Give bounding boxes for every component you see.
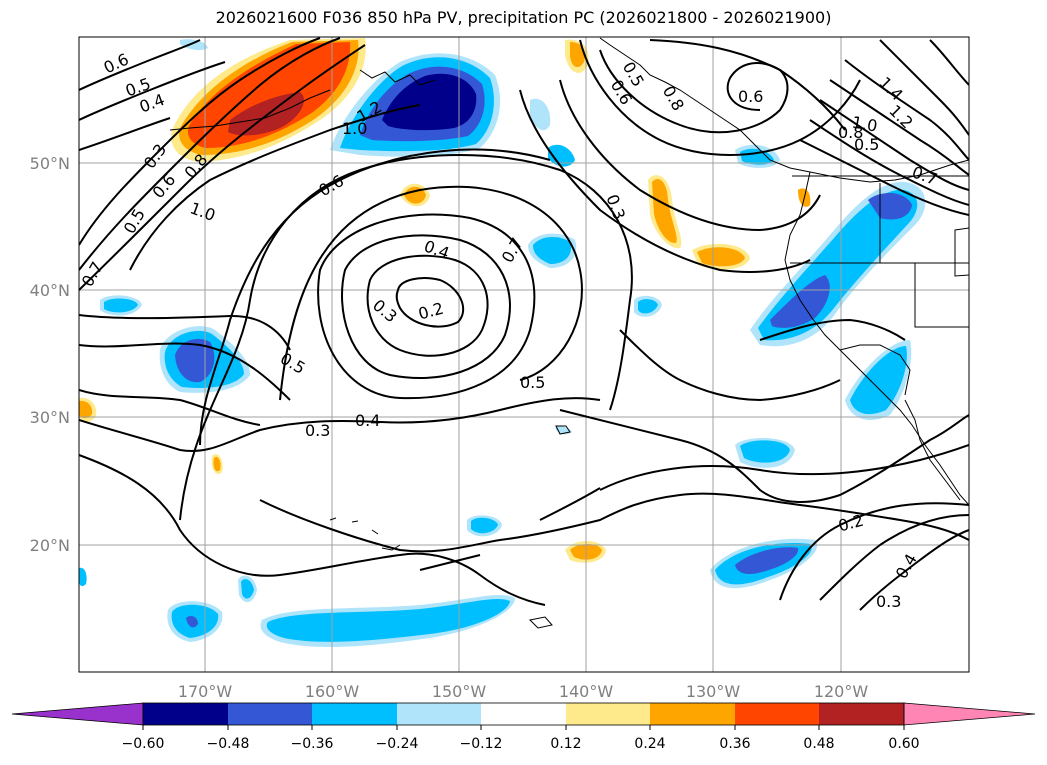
colorbar-tick-label: −0.48 <box>207 736 250 752</box>
colorbar-tick-label: −0.12 <box>460 736 503 752</box>
contour-label: 0.4 <box>355 411 380 430</box>
lon-label: 170°W <box>178 682 233 701</box>
precip-negative-region <box>104 298 138 313</box>
precip-negative-region <box>186 616 198 628</box>
precip-positive-region <box>697 247 745 267</box>
precip-negative-region <box>770 275 830 328</box>
coastlines <box>169 37 969 629</box>
precip-negative-region <box>740 440 790 463</box>
colorbar-extend-min <box>11 702 144 726</box>
precip-positive-region <box>228 92 304 136</box>
precip-positive-region <box>404 186 426 204</box>
precip-positive-region <box>652 179 677 244</box>
colorbar-bin <box>397 703 481 725</box>
map-frame <box>78 36 970 673</box>
colorbar-tick-label: 0.24 <box>634 736 665 752</box>
lat-axis-labels: 50°N 40°N 30°N 20°N <box>30 154 70 555</box>
pv-contours <box>79 37 969 611</box>
contour-label: 1.0 <box>342 119 367 138</box>
precip-negative-region <box>850 346 907 415</box>
colorbar-tick-label: 0.36 <box>719 736 750 752</box>
contour-label: 0.6 <box>738 87 763 106</box>
colorbar-bin <box>228 703 312 725</box>
colorbar-tick-label: 0.60 <box>888 736 919 752</box>
colorbar-tick-label: 0.48 <box>803 736 834 752</box>
lat-label: 40°N <box>30 281 70 300</box>
colorbar-tick-label: 0.12 <box>550 736 581 752</box>
precip-negative-region <box>638 299 658 314</box>
contour-label: 0.5 <box>854 135 879 154</box>
colorbar-bin <box>566 703 650 725</box>
lon-label: 140°W <box>559 682 614 701</box>
precip-positive-region <box>213 456 221 472</box>
lon-label: 150°W <box>432 682 487 701</box>
precip-negative-region <box>548 144 575 167</box>
contour-label: 0.3 <box>876 592 901 611</box>
precip-negative-region <box>241 578 254 599</box>
lon-axis-labels: 170°W 160°W 150°W 140°W 130°W 120°W <box>178 682 869 701</box>
precip-negative-region <box>533 236 572 264</box>
precip-negative-region <box>868 193 912 220</box>
lat-label: 50°N <box>30 154 70 173</box>
precip-negative-region <box>180 39 208 51</box>
precip-negative-region <box>79 567 87 587</box>
contour-label: 0.8 <box>838 123 863 142</box>
map-title: 2026021600 F036 850 hPa PV, precipitatio… <box>215 8 832 27</box>
contour-label: 0.3 <box>305 421 330 440</box>
precip-negative-region <box>382 73 477 131</box>
colorbar-bin <box>312 703 397 725</box>
colorbar-bin <box>819 703 904 725</box>
contour-label: 1.0 <box>850 113 878 136</box>
precip-positive-region <box>79 400 93 419</box>
lat-label: 30°N <box>30 408 70 427</box>
colorbar: −0.60 −0.48 −0.36 −0.24 −0.12 0.12 0.24 … <box>11 702 1036 752</box>
precip-negative-region <box>266 599 510 642</box>
precip-negative-region <box>530 98 551 131</box>
colorbar-bin <box>481 703 566 725</box>
colorbar-bin <box>143 703 228 725</box>
lon-label: 120°W <box>814 682 869 701</box>
precip-negative-region <box>735 547 799 574</box>
lon-label: 130°W <box>686 682 741 701</box>
lon-label: 160°W <box>305 682 360 701</box>
precip-shading <box>79 38 926 647</box>
precip-positive-region <box>187 42 351 148</box>
colorbar-tick-label: −0.24 <box>376 736 419 752</box>
precip-negative-region <box>471 517 498 534</box>
contour-label: 0.5 <box>520 373 545 392</box>
precip-negative-region <box>175 338 215 383</box>
lat-label: 20°N <box>30 536 70 555</box>
colorbar-bin <box>650 703 735 725</box>
colorbar-frame <box>142 702 905 726</box>
colorbar-extend-max <box>903 702 1036 726</box>
colorbar-tick-label: −0.36 <box>291 736 334 752</box>
precip-negative-region <box>740 148 774 165</box>
colorbar-bin <box>735 703 819 725</box>
colorbar-tick-label: −0.60 <box>122 736 165 752</box>
